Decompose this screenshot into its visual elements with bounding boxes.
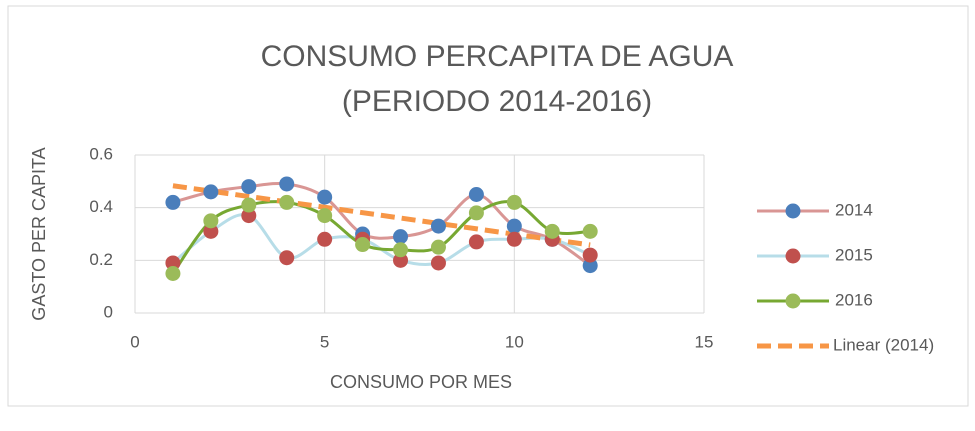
- data-point: [279, 194, 295, 210]
- data-point: [393, 229, 409, 245]
- data-point: [317, 189, 333, 205]
- data-point: [355, 237, 371, 253]
- data-point: [317, 208, 333, 224]
- data-point: [468, 234, 484, 250]
- data-point: [165, 194, 181, 210]
- data-point: [506, 218, 522, 234]
- x-tick-label: 15: [695, 332, 714, 351]
- legend-label: 2015: [835, 245, 873, 264]
- data-point: [393, 242, 409, 258]
- y-tick-label: 0.6: [89, 144, 113, 163]
- x-axis-title: CONSUMO POR MES: [330, 372, 512, 392]
- legend-marker: [785, 248, 801, 264]
- data-point: [506, 231, 522, 247]
- data-point: [317, 231, 333, 247]
- data-point: [430, 218, 446, 234]
- chart-title: CONSUMO PERCAPITA DE AGUA: [261, 40, 734, 73]
- data-point: [241, 179, 257, 195]
- data-point: [165, 266, 181, 281]
- x-tick-label: 10: [505, 332, 524, 351]
- legend-label: 2014: [835, 200, 873, 219]
- x-tick-label: 5: [320, 332, 329, 351]
- data-point: [203, 184, 219, 200]
- data-point: [203, 223, 219, 239]
- x-tick-label: 0: [130, 332, 139, 351]
- y-tick-label: 0.4: [89, 197, 113, 216]
- data-point: [241, 208, 257, 224]
- data-point: [430, 255, 446, 271]
- data-point: [582, 258, 598, 274]
- trend-line: [172, 183, 591, 248]
- data-point: [544, 223, 560, 239]
- data-point: [165, 255, 181, 271]
- data-point: [582, 247, 598, 263]
- data-point: [279, 176, 295, 192]
- data-point: [393, 252, 409, 268]
- data-point: [582, 223, 598, 239]
- y-tick-label: 0.2: [89, 250, 113, 269]
- data-point: [203, 213, 219, 229]
- legend-marker: [785, 293, 801, 309]
- chart-title: (PERIODO 2014-2016): [342, 85, 652, 118]
- legend-marker: [785, 203, 801, 219]
- legend-label: 2016: [835, 290, 873, 309]
- data-point: [279, 250, 295, 266]
- y-tick-label: 0: [104, 302, 113, 321]
- data-point: [241, 197, 257, 213]
- data-point: [430, 239, 446, 255]
- data-point: [468, 187, 484, 202]
- data-point: [468, 205, 484, 221]
- y-axis-title: GASTO PER CAPITA: [29, 147, 49, 320]
- data-point: [506, 194, 522, 210]
- legend-label: Linear (2014): [833, 335, 934, 354]
